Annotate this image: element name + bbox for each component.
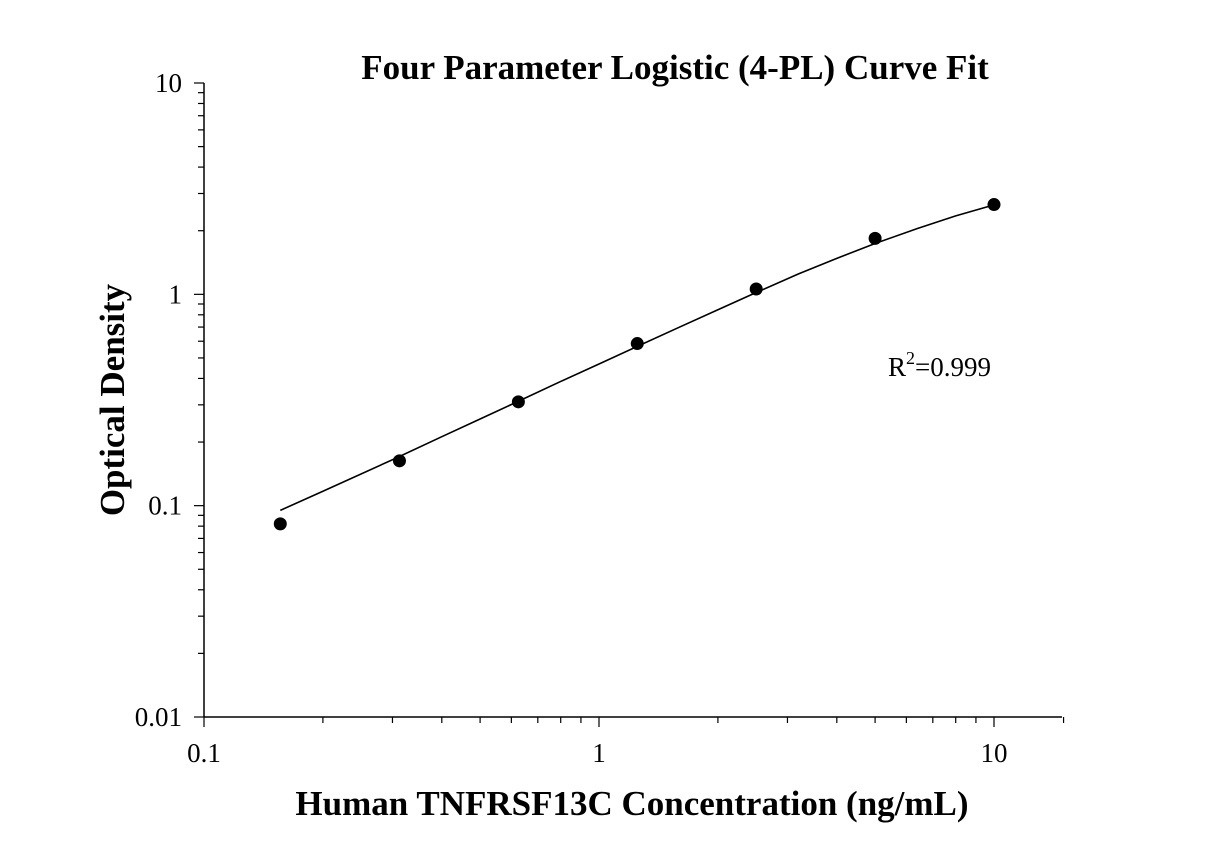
r-squared-annotation: R2=0.999 [888, 348, 991, 382]
x-tick-label: 10 [981, 738, 1008, 768]
fit-curve-line [279, 204, 995, 512]
chart-title: Four Parameter Logistic (4-PL) Curve Fit [361, 48, 989, 87]
y-tick-label: 1 [169, 279, 183, 309]
y-tick-label: 0.1 [148, 491, 182, 521]
data-point [868, 231, 882, 245]
x-axis-title: Human TNFRSF13C Concentration (ng/mL) [295, 784, 968, 823]
data-point [392, 454, 406, 468]
x-tick-label: 0.1 [187, 738, 221, 768]
data-point [511, 395, 525, 409]
r-squared-superscript: 2 [906, 348, 915, 368]
r-squared-base: R [888, 352, 906, 382]
data-point [749, 282, 763, 296]
x-tick-label: 1 [592, 738, 606, 768]
data-point [630, 337, 644, 351]
data-point [273, 517, 287, 531]
y-axis-title: Optical Density [93, 283, 132, 516]
r-squared-value: =0.999 [915, 352, 991, 382]
data-point [987, 198, 1001, 212]
y-tick-label: 10 [155, 68, 182, 98]
y-tick-label: 0.01 [135, 702, 182, 732]
